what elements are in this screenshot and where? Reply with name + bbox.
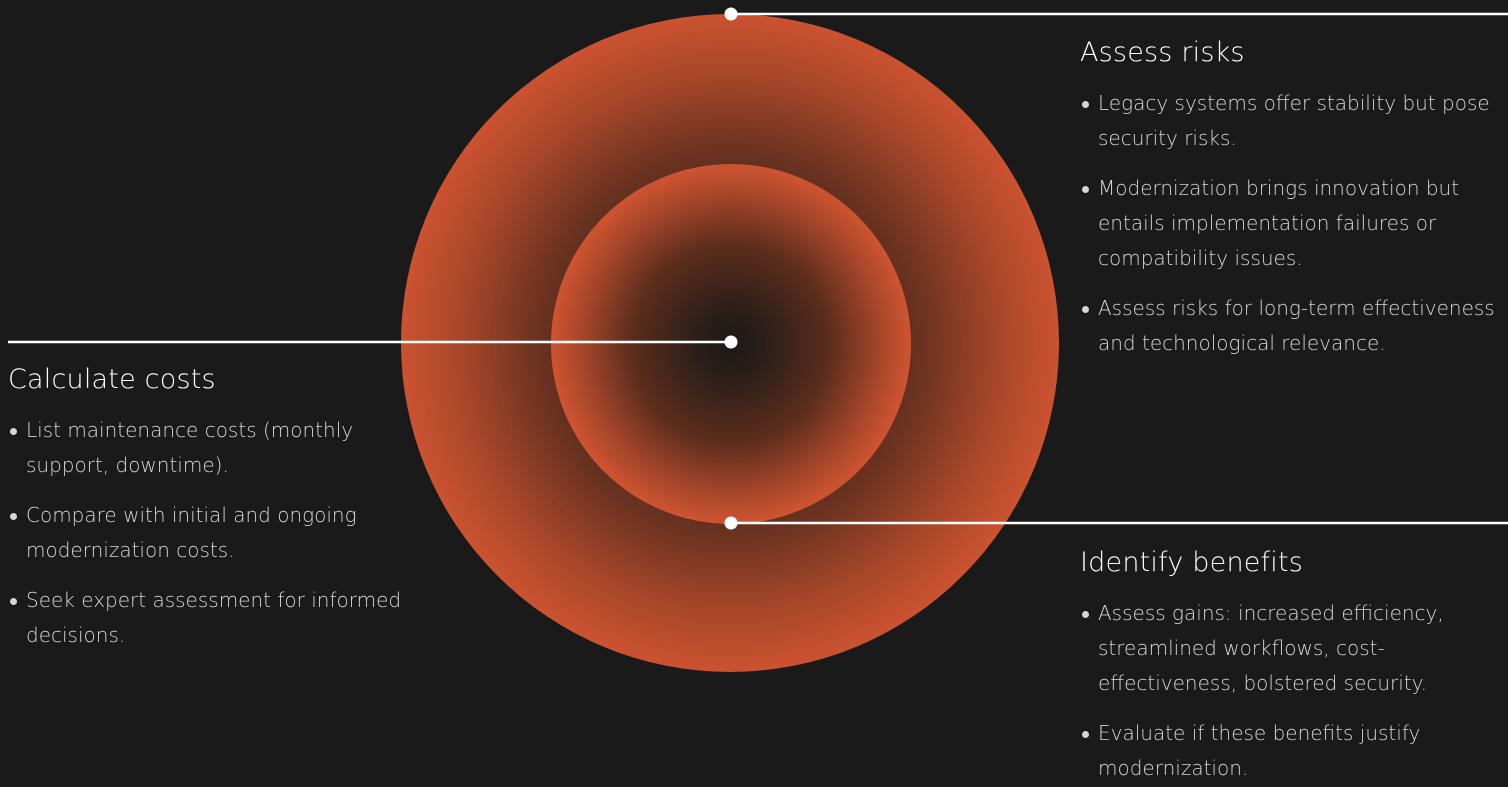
list-item: Compare with initial and ongoing moderni…	[8, 498, 428, 568]
list-item: Legacy systems offer stability but pose …	[1080, 86, 1508, 156]
bullet-icon	[1082, 611, 1089, 618]
bullet-icon	[1082, 731, 1089, 738]
risks-block: Assess risks Legacy systems offer stabil…	[1080, 36, 1508, 376]
bullet-icon	[1082, 306, 1089, 313]
bullet-icon	[10, 513, 17, 520]
benefits-list: Assess gains: increased efficiency, stre…	[1080, 596, 1508, 786]
list-item: Seek expert assessment for informed deci…	[8, 583, 428, 653]
list-item: Assess risks for long-term effectiveness…	[1080, 291, 1508, 361]
benefits-block: Identify benefits Assess gains: increase…	[1080, 546, 1508, 787]
bullet-icon	[1082, 101, 1089, 108]
list-item: Modernization brings innovation but enta…	[1080, 171, 1508, 276]
costs-list: List maintenance costs (monthly support,…	[8, 413, 428, 653]
list-item-text: List maintenance costs (monthly support,…	[26, 418, 354, 477]
list-item: Assess gains: increased efficiency, stre…	[1080, 596, 1508, 701]
list-item-text: Seek expert assessment for informed deci…	[26, 588, 402, 647]
bullet-icon	[10, 598, 17, 605]
list-item: List maintenance costs (monthly support,…	[8, 413, 428, 483]
bullet-icon	[1082, 186, 1089, 193]
connector-costs-dot	[724, 335, 738, 349]
list-item-text: Assess gains: increased efficiency, stre…	[1098, 601, 1444, 695]
list-item-text: Modernization brings innovation but enta…	[1098, 176, 1460, 270]
connector-risks-dot	[724, 7, 738, 21]
list-item-text: Compare with initial and ongoing moderni…	[26, 503, 357, 562]
bullet-icon	[10, 428, 17, 435]
benefits-heading: Identify benefits	[1080, 547, 1304, 578]
list-item: Evaluate if these benefits justify moder…	[1080, 716, 1508, 786]
connector-benefits-dot	[724, 516, 738, 530]
list-item-text: Legacy systems offer stability but pose …	[1098, 91, 1490, 150]
costs-heading: Calculate costs	[8, 364, 216, 395]
risks-list: Legacy systems offer stability but pose …	[1080, 86, 1508, 361]
list-item-text: Evaluate if these benefits justify moder…	[1098, 721, 1421, 780]
list-item-text: Assess risks for long-term effectiveness…	[1098, 296, 1495, 355]
costs-block: Calculate costs List maintenance costs (…	[8, 363, 428, 668]
risks-heading: Assess risks	[1080, 37, 1245, 68]
